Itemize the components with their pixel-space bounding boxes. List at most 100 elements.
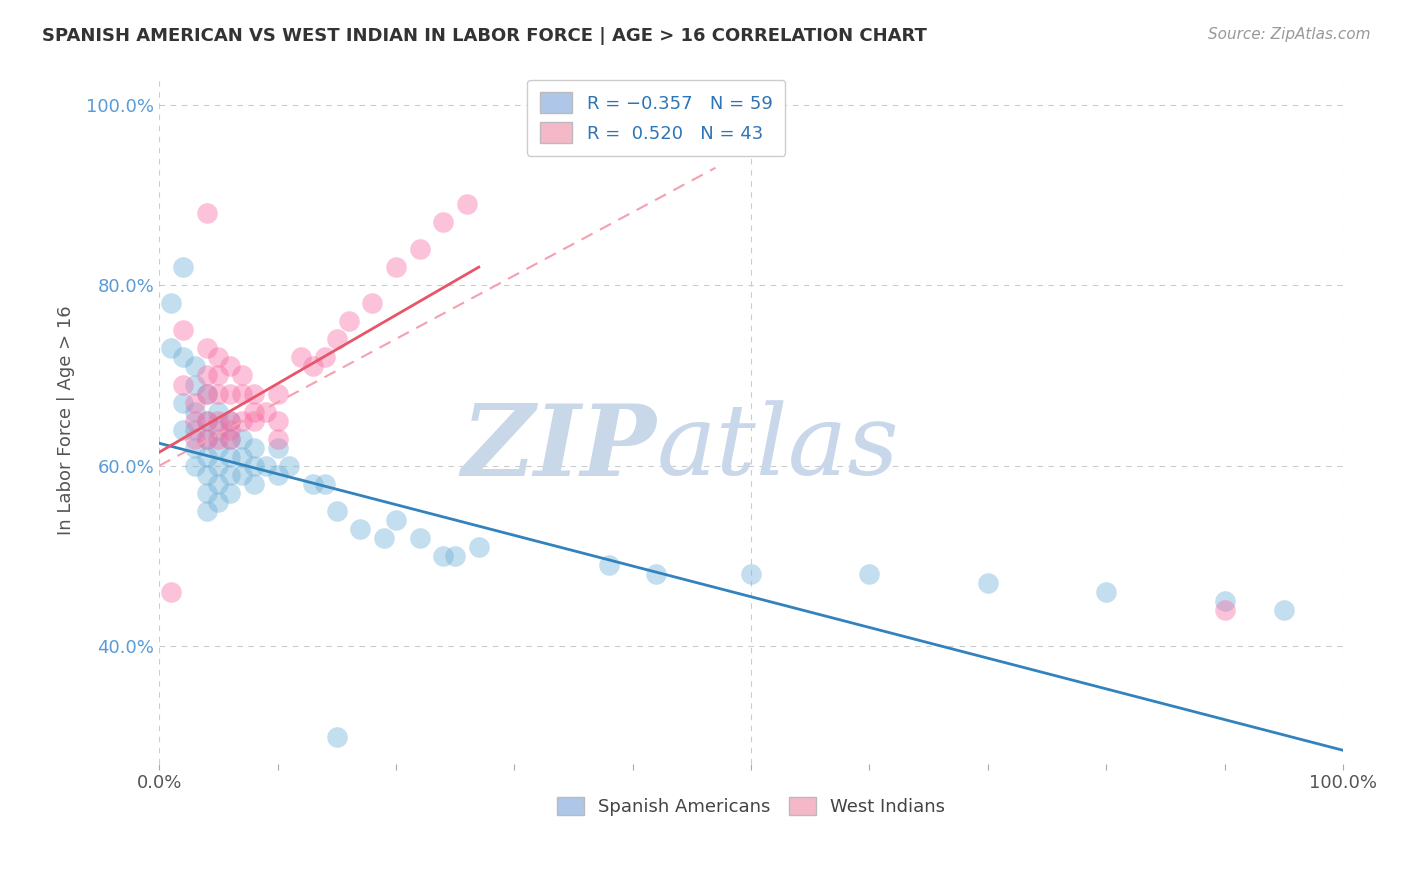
Text: ZIP: ZIP — [461, 400, 657, 496]
Point — [219, 414, 242, 428]
Y-axis label: In Labor Force | Age > 16: In Labor Force | Age > 16 — [58, 306, 75, 535]
Point — [231, 467, 253, 482]
Point — [160, 296, 183, 310]
Point — [302, 476, 325, 491]
Point — [432, 549, 454, 563]
Point — [278, 458, 301, 473]
Point — [243, 458, 266, 473]
Point — [385, 260, 408, 274]
Point — [172, 323, 194, 337]
Point — [207, 404, 229, 418]
Point — [373, 531, 395, 545]
Point — [219, 467, 242, 482]
Point — [207, 368, 229, 383]
Point — [266, 441, 288, 455]
Point — [385, 513, 408, 527]
Point — [172, 423, 194, 437]
Point — [195, 450, 218, 464]
Legend: Spanish Americans, West Indians: Spanish Americans, West Indians — [550, 789, 952, 823]
Point — [207, 458, 229, 473]
Point — [977, 576, 1000, 591]
Point — [456, 197, 478, 211]
Point — [1213, 603, 1236, 617]
Point — [195, 432, 218, 446]
Point — [468, 540, 491, 554]
Point — [183, 423, 205, 437]
Point — [195, 432, 218, 446]
Point — [266, 414, 288, 428]
Point — [195, 504, 218, 518]
Point — [231, 414, 253, 428]
Point — [207, 414, 229, 428]
Point — [195, 486, 218, 500]
Point — [266, 386, 288, 401]
Point — [408, 531, 430, 545]
Point — [231, 432, 253, 446]
Point — [207, 386, 229, 401]
Point — [172, 351, 194, 365]
Point — [160, 342, 183, 356]
Point — [207, 423, 229, 437]
Point — [290, 351, 312, 365]
Point — [219, 414, 242, 428]
Point — [858, 567, 880, 582]
Point — [219, 486, 242, 500]
Point — [314, 351, 336, 365]
Point — [207, 432, 229, 446]
Text: Source: ZipAtlas.com: Source: ZipAtlas.com — [1208, 27, 1371, 42]
Point — [243, 476, 266, 491]
Point — [432, 215, 454, 229]
Point — [219, 432, 242, 446]
Text: atlas: atlas — [657, 401, 898, 496]
Point — [598, 558, 620, 573]
Point — [337, 314, 360, 328]
Point — [195, 414, 218, 428]
Point — [219, 386, 242, 401]
Point — [195, 414, 218, 428]
Point — [183, 404, 205, 418]
Point — [1095, 585, 1118, 599]
Point — [243, 441, 266, 455]
Point — [183, 414, 205, 428]
Point — [740, 567, 762, 582]
Point — [160, 585, 183, 599]
Point — [172, 395, 194, 409]
Point — [219, 450, 242, 464]
Point — [183, 395, 205, 409]
Point — [302, 359, 325, 374]
Point — [645, 567, 668, 582]
Point — [183, 432, 205, 446]
Point — [254, 404, 277, 418]
Point — [207, 495, 229, 509]
Point — [325, 504, 347, 518]
Point — [195, 342, 218, 356]
Text: SPANISH AMERICAN VS WEST INDIAN IN LABOR FORCE | AGE > 16 CORRELATION CHART: SPANISH AMERICAN VS WEST INDIAN IN LABOR… — [42, 27, 927, 45]
Point — [195, 386, 218, 401]
Point — [172, 377, 194, 392]
Point — [349, 522, 371, 536]
Point — [207, 441, 229, 455]
Point — [195, 206, 218, 220]
Point — [183, 359, 205, 374]
Point — [231, 450, 253, 464]
Point — [231, 386, 253, 401]
Point — [254, 458, 277, 473]
Point — [361, 296, 384, 310]
Point — [219, 359, 242, 374]
Point — [314, 476, 336, 491]
Point — [219, 432, 242, 446]
Point — [444, 549, 467, 563]
Point — [207, 351, 229, 365]
Point — [195, 467, 218, 482]
Point — [325, 332, 347, 346]
Point — [1213, 594, 1236, 608]
Point — [183, 441, 205, 455]
Point — [231, 368, 253, 383]
Point — [207, 476, 229, 491]
Point — [183, 458, 205, 473]
Point — [1272, 603, 1295, 617]
Point — [266, 467, 288, 482]
Point — [243, 386, 266, 401]
Point — [408, 242, 430, 256]
Point — [195, 368, 218, 383]
